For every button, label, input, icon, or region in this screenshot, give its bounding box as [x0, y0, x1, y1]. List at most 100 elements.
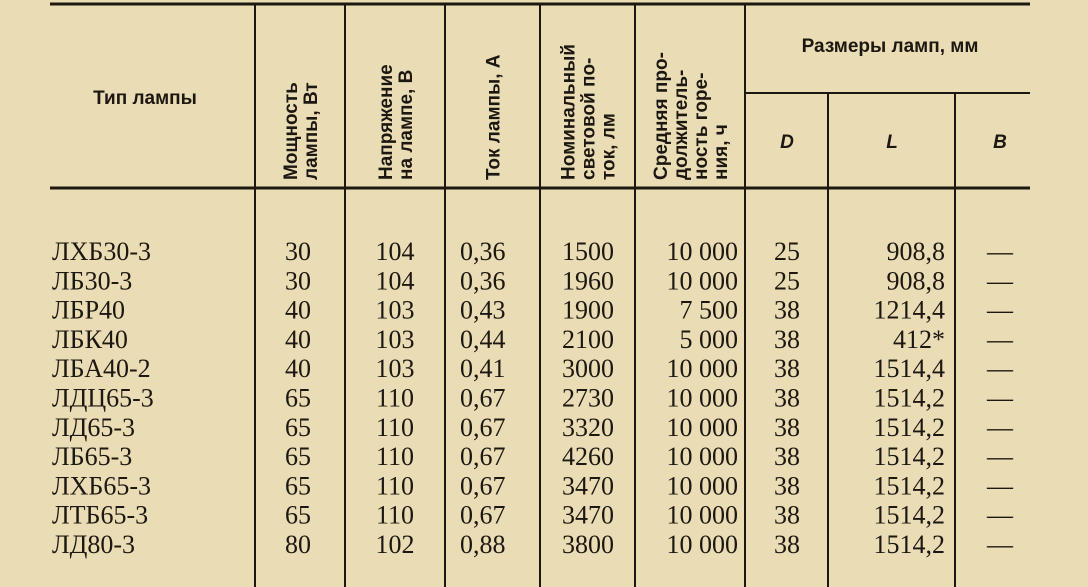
table-cell: 25 — [774, 266, 800, 295]
table-cell: 65 — [285, 471, 311, 500]
table-cell: 103 — [376, 296, 415, 325]
table-cell: 10 000 — [667, 354, 739, 383]
table-cell: 103 — [376, 354, 415, 383]
table-cell: 30 — [285, 266, 311, 295]
table-cell: 65 — [285, 413, 311, 442]
table-cell: 3470 — [562, 501, 614, 530]
header-line: Напряжение — [376, 64, 397, 180]
table-cell: — — [986, 325, 1014, 354]
table-cell: 5 000 — [680, 325, 739, 354]
table-cell: 104 — [376, 266, 415, 295]
header-cell: Размеры ламп, мм — [802, 36, 979, 57]
table-cell: 10 000 — [667, 384, 739, 413]
table-cell: 1514,2 — [874, 442, 946, 471]
table-cell: — — [986, 354, 1014, 383]
table-cell: 1214,4 — [874, 296, 946, 325]
table-cell: 110 — [376, 471, 414, 500]
table-cell: 10 000 — [667, 237, 739, 266]
table-cell: ЛД80-3 — [52, 530, 135, 559]
table-cell: — — [986, 296, 1014, 325]
table-cell: 102 — [376, 530, 415, 559]
table-cell: 110 — [376, 413, 414, 442]
table-cell: 38 — [774, 384, 800, 413]
table-cell: 38 — [774, 354, 800, 383]
table-cell: 10 000 — [667, 501, 739, 530]
table-cell: 38 — [774, 471, 800, 500]
table-cell: ЛДЦ65-3 — [52, 384, 154, 413]
table-cell: 65 — [285, 442, 311, 471]
table-cell: 65 — [285, 501, 311, 530]
table-cell: — — [986, 471, 1014, 500]
table-cell: ЛБА40-2 — [52, 354, 151, 383]
table-cell: 38 — [774, 325, 800, 354]
table-cell: 2100 — [562, 325, 614, 354]
header-line: ность горе- — [691, 73, 712, 180]
table-cell: 0,67 — [460, 442, 506, 471]
header-line: Ток лампы, А — [484, 54, 505, 180]
table-cell: 0,36 — [460, 266, 506, 295]
table-cell: 38 — [774, 442, 800, 471]
table-cell: 908,8 — [887, 237, 946, 266]
table-cell: ЛБ65-3 — [52, 442, 132, 471]
table-cell: — — [986, 266, 1014, 295]
table-cell: 38 — [774, 501, 800, 530]
table-cell: 1514,2 — [874, 413, 946, 442]
table-cell: 30 — [285, 237, 311, 266]
table-cell: — — [986, 501, 1014, 530]
table-cell: 7 500 — [680, 296, 739, 325]
table-cell: 38 — [774, 530, 800, 559]
table-cell: 25 — [774, 237, 800, 266]
header-line: ток, лм — [599, 113, 620, 180]
table-cell: ЛД65-3 — [52, 413, 135, 442]
table-cell: 0,88 — [460, 530, 506, 559]
table-cell: 10 000 — [667, 471, 739, 500]
table-cell: 2730 — [562, 384, 614, 413]
table-cell: 3470 — [562, 471, 614, 500]
table-cell: 1514,2 — [874, 530, 946, 559]
header-line: Мощность — [281, 82, 302, 180]
table-cell: 1514,4 — [874, 354, 946, 383]
table-cell: 110 — [376, 384, 414, 413]
table-cell: — — [986, 237, 1014, 266]
table-cell: 80 — [285, 530, 311, 559]
table-cell: 1514,2 — [874, 384, 946, 413]
table-cell: ЛБР40 — [52, 296, 125, 325]
header-line: Средняя про- — [651, 52, 672, 180]
table-cell: ЛБК40 — [52, 325, 128, 354]
table-cell: 10 000 — [667, 530, 739, 559]
table-cell: 40 — [285, 354, 311, 383]
table-cell: 0,43 — [460, 296, 506, 325]
header-line: световой по- — [579, 58, 600, 180]
header-line: Номинальный — [559, 44, 580, 180]
table-cell: — — [986, 384, 1014, 413]
table-cell: 10 000 — [667, 413, 739, 442]
table-cell: 0,67 — [460, 413, 506, 442]
table-cell: 0,67 — [460, 501, 506, 530]
table-cell: 110 — [376, 501, 414, 530]
table-cell: 1514,2 — [874, 501, 946, 530]
table-cell: — — [986, 413, 1014, 442]
table-cell: 104 — [376, 237, 415, 266]
header-line: лампы, Вт — [301, 82, 322, 180]
header-cell: B — [993, 132, 1007, 153]
table-cell: 40 — [285, 296, 311, 325]
table-cell: 3320 — [562, 413, 614, 442]
table-cell: 0,41 — [460, 354, 506, 383]
table-cell: ЛБ30-3 — [52, 266, 132, 295]
table-cell: 908,8 — [887, 266, 946, 295]
table-cell: 1500 — [562, 237, 614, 266]
header-cell: D — [780, 132, 794, 153]
table-cell: 1960 — [562, 266, 614, 295]
header-line: должитель- — [671, 70, 692, 180]
table-cell: — — [986, 442, 1014, 471]
header-line: ния, ч — [711, 124, 732, 180]
table-cell: 4260 — [562, 442, 614, 471]
table-cell: 0,36 — [460, 237, 506, 266]
table-cell: 38 — [774, 296, 800, 325]
table-cell: 103 — [376, 325, 415, 354]
table-cell: — — [986, 530, 1014, 559]
table-cell: 38 — [774, 413, 800, 442]
header-cell: L — [886, 132, 898, 153]
